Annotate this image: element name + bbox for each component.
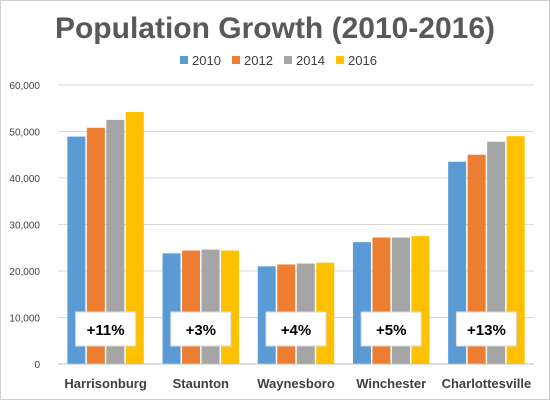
bar-staunton-2016 [221,250,240,364]
y-tick-label: 40,000 [9,174,40,185]
annotation-label: +11% [87,322,125,339]
x-tick-label: Staunton [173,376,229,391]
growth-annotation: +13% [455,311,517,347]
y-tick-label: 60,000 [9,81,40,92]
y-tick-label: 0 [34,360,40,371]
x-tick-label: Charlottesville [442,376,532,391]
y-tick-label: 20,000 [9,267,40,278]
annotation-box [265,311,327,347]
y-tick-label: 30,000 [9,221,40,232]
x-tick-label: Waynesboro [257,376,335,391]
growth-annotation: +11% [75,311,137,347]
legend: 2010 2012 2014 2016 [180,53,377,68]
annotation-box [75,311,137,347]
legend-swatch-2012 [232,56,240,64]
annotation-box [360,311,422,347]
bar-charlottesville-2014 [487,141,506,364]
legend-swatch-2016 [336,56,344,64]
x-tick-label: Winchester [356,376,426,391]
annotation-box [170,311,232,347]
legend-label-2016: 2016 [348,53,377,68]
bar-harrisonburg-2014 [106,119,125,364]
legend-label-2012: 2012 [244,53,273,68]
legend-label-2014: 2014 [296,53,325,68]
growth-annotation: +5% [360,311,422,347]
growth-annotations: +11% +3% +4% +5% +13% [75,311,517,347]
annotation-box [455,311,517,347]
bars [67,111,525,364]
bar-staunton-2012 [182,250,201,364]
legend-label-2010: 2010 [192,53,221,68]
growth-annotation: +4% [265,311,327,347]
chart-title: Population Growth (2010-2016) [55,12,495,45]
y-tick-label: 10,000 [9,314,40,325]
annotation-label: +4% [281,322,311,339]
bar-charlottesville-2016 [506,136,525,364]
y-tick-label: 50,000 [9,128,40,139]
y-axis: 0 10,000 20,000 30,000 40,000 50,000 60,000 [9,81,40,371]
x-tick-label: Harrisonburg [64,376,146,391]
bar-harrisonburg-2012 [86,127,105,364]
bar-staunton-2014 [201,249,220,364]
legend-swatch-2014 [284,56,292,64]
growth-annotation: +3% [170,311,232,347]
annotation-label: +5% [376,322,406,339]
annotation-label: +13% [467,322,506,339]
x-axis: Harrisonburg Staunton Waynesboro Winchester… [64,376,531,391]
annotation-label: +3% [186,322,216,339]
bar-harrisonburg-2010 [67,136,86,364]
bar-staunton-2010 [162,253,181,364]
legend-swatch-2010 [180,56,188,64]
bar-harrisonburg-2016 [125,111,144,364]
